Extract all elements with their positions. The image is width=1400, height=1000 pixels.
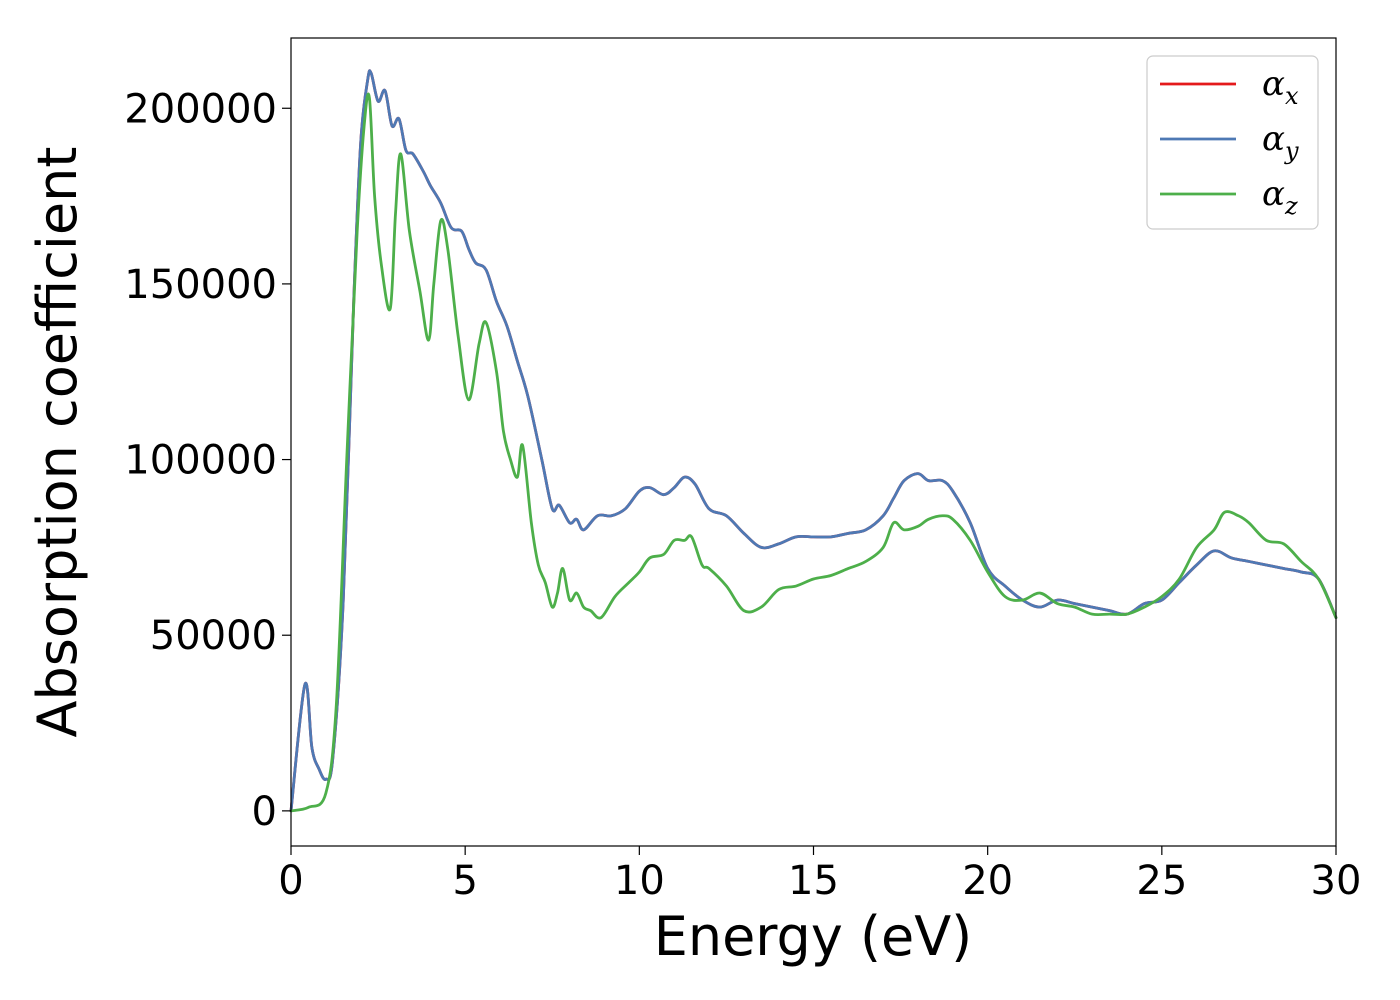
series-line-alpha-y <box>289 69 1338 813</box>
x-axis-title: Energy (eV) <box>654 905 973 968</box>
legend-label-alpha-y: αy <box>1262 119 1299 165</box>
x-tick-label: 5 <box>452 858 477 904</box>
x-tick-label: 30 <box>1311 858 1362 904</box>
x-axis-ticks: 0 5 10 15 20 25 30 <box>278 846 1361 904</box>
y-tick-label: 50000 <box>150 613 277 659</box>
legend-label-subscript: x <box>1285 82 1299 110</box>
y-tick-label: 200000 <box>124 86 277 132</box>
y-axis-ticks: 0 50000 100000 150000 200000 <box>124 86 291 835</box>
x-tick-label: 20 <box>962 858 1013 904</box>
x-tick-label: 10 <box>614 858 665 904</box>
y-axis-title: Absorption coefficient <box>26 147 89 738</box>
y-tick-label: 100000 <box>124 438 277 484</box>
y-tick-label: 0 <box>252 789 277 835</box>
series-line-alpha-z <box>289 92 1338 813</box>
legend-label-symbol: α <box>1262 174 1285 214</box>
y-tick-label: 150000 <box>124 262 277 308</box>
legend-label-subscript: z <box>1284 192 1298 220</box>
legend-box <box>1146 55 1319 230</box>
x-tick-label: 15 <box>788 858 839 904</box>
x-tick-label: 0 <box>278 858 303 904</box>
legend-label-alpha-x: αx <box>1262 64 1299 110</box>
legend-label-alpha-z: αz <box>1262 174 1298 220</box>
x-tick-label: 25 <box>1136 858 1187 904</box>
legend-label-symbol: α <box>1262 119 1285 159</box>
series-layer <box>289 69 1338 813</box>
legend-label-symbol: α <box>1262 64 1285 104</box>
legend-label-subscript: y <box>1284 137 1299 165</box>
